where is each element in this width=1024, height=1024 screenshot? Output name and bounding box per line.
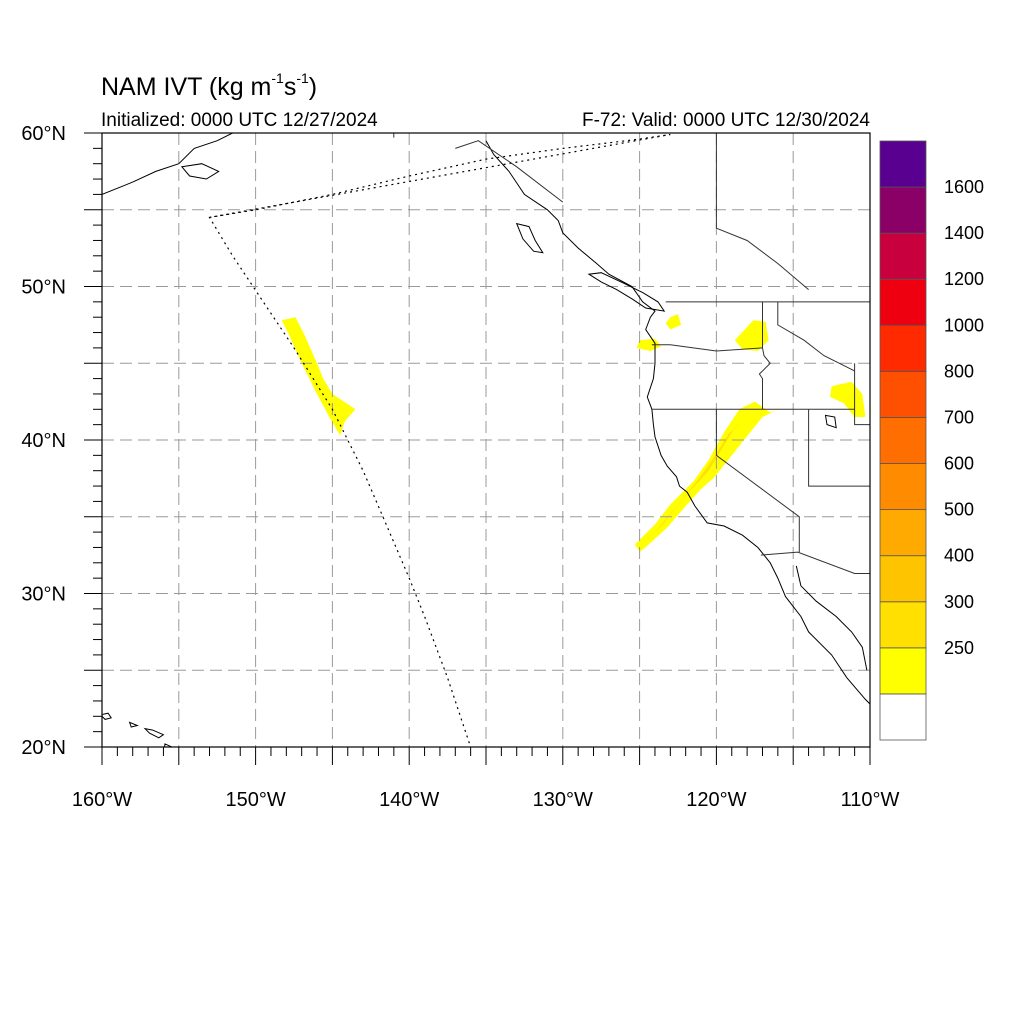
model-domain-boundary [208,133,671,747]
colorbar-label: 250 [944,638,974,658]
colorbar-label: 600 [944,454,974,474]
lat-label: 30°N [21,584,66,606]
colorbar-swatch [879,278,927,326]
lake-outline [824,414,837,429]
colorbar-label: 1200 [944,269,984,289]
lat-label: 20°N [21,737,66,759]
colorbar-label: 1600 [944,177,984,197]
coastline-kodiak [180,163,220,180]
colorbar-swatch [879,232,927,280]
political-border [651,344,771,410]
political-border [715,133,809,290]
coastline-hawaii4 [164,743,174,747]
colorbar-label: 800 [944,361,974,381]
colorbar-label: 300 [944,592,974,612]
map-plot-area [102,133,870,747]
coastline-hawaii2 [128,721,139,728]
lon-label: 110°W [841,789,900,811]
ivt-region-california-plume [635,401,778,553]
lon-label: 140°W [379,789,439,811]
map-title: NAM IVT (kg m-1s-1) [101,69,318,101]
political-border [854,363,870,426]
political-border [455,140,564,203]
coastline-gulf [795,565,868,671]
ivt-region-california-core [655,420,744,533]
colorbar-label: 1000 [944,315,984,335]
colorbar-swatch [879,370,927,418]
political-border [760,551,870,574]
colorbar-swatch [879,140,927,188]
colorbar-swatch [879,647,927,695]
ivt-region-puget-patch [665,314,682,330]
colorbar-swatch [879,324,927,372]
political-border [777,301,855,372]
colorbar-swatch [879,509,927,557]
lon-label: 120°W [686,789,746,811]
colorbar-label: 1400 [944,223,984,243]
lat-label: 40°N [21,430,66,452]
political-border [808,409,870,487]
lon-label: 160°W [72,789,132,811]
coastline-hawaii3 [143,727,165,739]
colorbar-swatch [879,417,927,464]
colorbar-swatch [879,601,927,649]
coastline [485,140,870,705]
ivt-region-utah-patch [830,381,866,417]
lon-label: 130°W [533,789,593,811]
lon-label: 150°W [225,789,285,811]
political-border [715,409,800,553]
coastline-hawaii [102,712,113,720]
ivt-region-idaho-patch [734,320,769,351]
colorbar-swatch [879,555,927,603]
coastline-vancouver-island [587,272,666,312]
lat-label: 50°N [21,277,66,299]
valid-time: F-72: Valid: 0000 UTC 12/30/2024 [582,110,870,131]
lat-label: 60°N [21,123,66,145]
colorbar-swatch [879,463,927,511]
initialized-time: Initialized: 0000 UTC 12/27/2024 [101,110,378,131]
ivt-region-offshore-plume [281,317,356,436]
colorbar-swatch [879,693,927,741]
coastline-alaska [102,133,233,195]
coastline-haida-gwaii [515,222,544,254]
colorbar-label: 500 [944,500,974,520]
colorbar-label: 700 [944,408,974,428]
colorbar-swatch [879,186,927,234]
colorbar-label: 400 [944,546,974,566]
